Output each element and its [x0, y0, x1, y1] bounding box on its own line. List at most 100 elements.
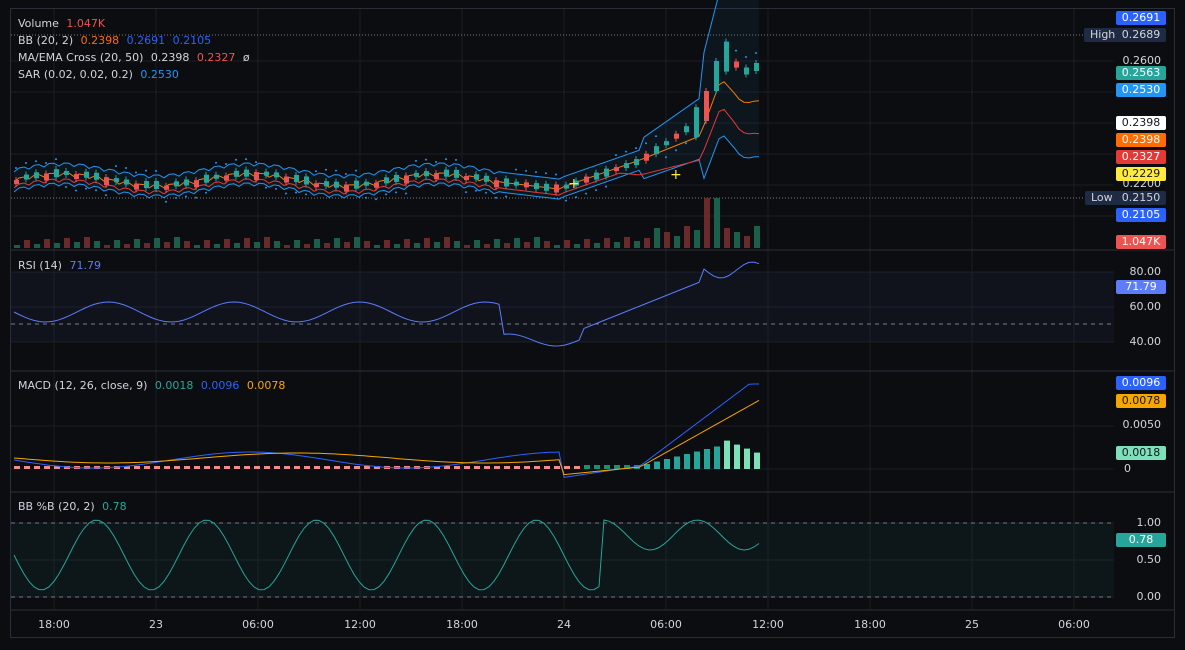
time-label: 06:00 [242, 618, 274, 631]
pane-separators [11, 34, 1174, 611]
candle-body [194, 180, 199, 188]
sar-dot [415, 159, 417, 162]
macd-histogram-bar [44, 466, 50, 469]
candle-body [754, 62, 759, 71]
volume-bar [394, 244, 400, 248]
rsi-scale-label: 40.00 [1129, 335, 1162, 348]
rsi-band [11, 272, 1114, 342]
sar-dot [465, 191, 467, 194]
candle-body [394, 174, 399, 182]
sar-dot [385, 193, 387, 196]
volume-bar [694, 230, 700, 248]
candle-body [514, 181, 519, 186]
sar-legend[interactable]: SAR (0.02, 0.02, 0.2) 0.2530 [18, 67, 183, 83]
sar-dot [755, 51, 757, 54]
bb-legend-upper: 0.2691 [126, 34, 166, 47]
candle-body [664, 141, 669, 146]
candle-body [504, 178, 509, 187]
sar-dot [555, 173, 557, 176]
candle-body [124, 179, 129, 185]
volume-bar [484, 244, 490, 248]
volume-bar [174, 237, 180, 248]
macd-histogram-bar [234, 466, 240, 469]
candle-body [404, 175, 409, 184]
macd-histogram-bar [194, 466, 200, 469]
macd-histogram-bar [244, 466, 250, 469]
bb-legend[interactable]: BB (20, 2) 0.2398 0.2691 0.2105 [18, 33, 215, 49]
sar-dot [95, 189, 97, 192]
volume-bar [544, 241, 550, 248]
sar-legend-value: 0.2530 [140, 68, 179, 81]
candle-body [714, 61, 719, 91]
macd-histogram-bar [64, 466, 70, 469]
grid-lines [11, 9, 1114, 610]
volume-bar [314, 239, 320, 248]
macd-histogram-bar [624, 465, 630, 469]
macd-histogram-bar [124, 466, 130, 469]
bbpb-pane [11, 519, 1114, 598]
sar-dot [545, 172, 547, 175]
candle-body [344, 184, 349, 192]
volume-bar [614, 242, 620, 248]
volume-bar [474, 240, 480, 248]
high-label: High [1084, 28, 1122, 42]
macd-histogram-bar [704, 449, 710, 469]
sar-dot [355, 169, 357, 172]
time-label: 12:00 [752, 618, 784, 631]
macd-histogram-bar [24, 466, 30, 469]
candle-body [574, 180, 579, 186]
price-tag-ma-slow: 0.2327 [1116, 150, 1166, 164]
candle-body [544, 183, 549, 191]
volume-bar [64, 238, 70, 248]
sar-dot [295, 191, 297, 194]
volume-bar [444, 237, 450, 248]
macd-histogram-bar [274, 466, 280, 469]
volume-bar [164, 242, 170, 248]
macd-histogram-bar [354, 466, 360, 469]
macd-tag-signal: 0.0078 [1116, 394, 1166, 408]
candle-body [484, 175, 489, 182]
candle-body [214, 174, 219, 179]
low-label: Low [1085, 191, 1119, 205]
volume-bar [704, 198, 710, 248]
candle-body [274, 172, 279, 178]
volume-legend[interactable]: Volume 1.047K [18, 16, 109, 32]
macd-histogram-bar [524, 466, 530, 469]
ma-legend[interactable]: MA/EMA Cross (20, 50) 0.2398 0.2327 ø [18, 50, 254, 66]
sar-dot [165, 200, 167, 203]
volume-bar [244, 238, 250, 248]
macd-histogram-bar [54, 466, 60, 469]
sar-dot [395, 191, 397, 194]
candle-body [34, 172, 39, 179]
candle-body [654, 146, 659, 155]
bbpb-band [11, 523, 1114, 597]
macd-pane [13, 383, 760, 478]
macd-tag-hist: 0.0018 [1116, 446, 1166, 460]
ma-legend-slow: 0.2327 [196, 51, 236, 64]
sar-dot [735, 49, 737, 52]
bbpb-line [13, 519, 760, 591]
time-label: 24 [557, 618, 571, 631]
macd-histogram-bar [184, 466, 190, 469]
candle-body [174, 181, 179, 187]
rsi-scale-label: 80.00 [1129, 265, 1162, 278]
volume-bar [504, 243, 510, 248]
sar-dot [35, 160, 37, 163]
volume-bar [224, 239, 230, 248]
bbpb-legend[interactable]: BB %B (20, 2) 0.78 [18, 499, 131, 515]
candle-body [134, 183, 139, 190]
sar-dot [625, 150, 627, 153]
bbpb-legend-value: 0.78 [102, 500, 127, 513]
macd-legend[interactable]: MACD (12, 26, close, 9) 0.0018 0.0096 0.… [18, 378, 289, 394]
volume-bar [194, 245, 200, 248]
sar-dot [665, 156, 667, 159]
macd-histogram-bar [494, 466, 500, 469]
rsi-legend[interactable]: RSI (14) 71.79 [18, 258, 105, 274]
macd-histogram-bar [614, 465, 620, 469]
volume-bar [594, 243, 600, 248]
sar-dot [215, 161, 217, 164]
macd-histogram-bar [714, 446, 720, 469]
sar-dot [425, 158, 427, 161]
sar-dot [655, 135, 657, 138]
